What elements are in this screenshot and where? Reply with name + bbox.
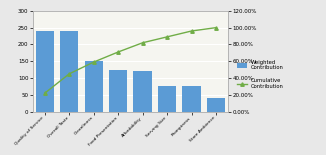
Bar [109, 70, 127, 112]
Bar [158, 86, 176, 112]
Bar [207, 98, 225, 112]
Bar [182, 86, 201, 112]
Legend: Weighted
Contribution, Cumulative
Contribution: Weighted Contribution, Cumulative Contri… [237, 60, 284, 89]
Bar [84, 61, 103, 112]
Bar [36, 31, 54, 112]
Bar [60, 31, 79, 112]
Bar [133, 71, 152, 112]
